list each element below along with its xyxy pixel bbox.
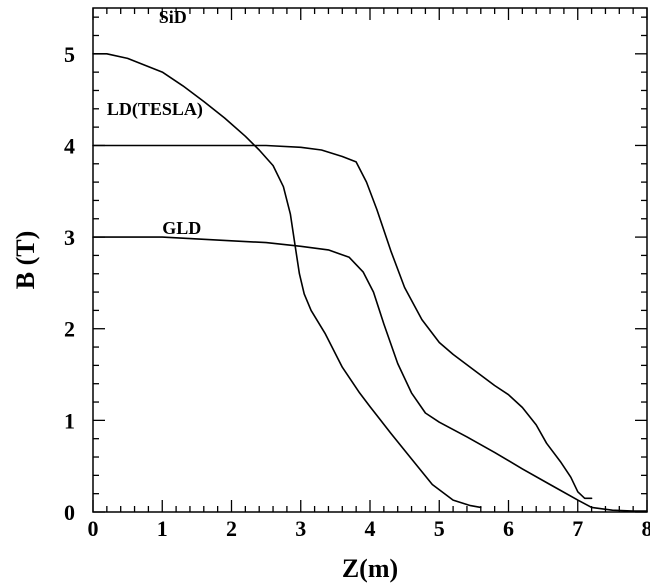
x-tick-label: 2 xyxy=(226,516,237,541)
y-tick-label: 2 xyxy=(64,317,75,342)
series-line-gld xyxy=(92,236,648,512)
axis-ticks xyxy=(92,8,648,513)
y-axis-title: B (T) xyxy=(11,231,40,290)
series-line-ld-tesla xyxy=(92,144,593,500)
x-tick-label: 4 xyxy=(365,516,376,541)
x-tick-label: 6 xyxy=(503,516,514,541)
x-tick-label: 3 xyxy=(295,516,306,541)
x-tick-label: 1 xyxy=(157,516,168,541)
y-tick-label: 5 xyxy=(64,42,75,67)
x-tick-label: 8 xyxy=(642,516,650,541)
y-tick-label: 1 xyxy=(64,408,75,433)
tick-labels: 0 1 2 3 4 5 6 7 8 0 1 2 3 4 5 xyxy=(64,42,650,541)
y-tick-label: 3 xyxy=(64,225,75,250)
y-tick-label: 4 xyxy=(64,133,75,158)
x-tick-label: 0 xyxy=(88,516,99,541)
x-tick-label: 5 xyxy=(434,516,445,541)
series-label-sid: SiD xyxy=(159,7,187,27)
x-tick-label: 7 xyxy=(572,516,583,541)
y-tick-label: 0 xyxy=(64,500,75,525)
plot-frame xyxy=(92,7,648,513)
series-line-sid xyxy=(92,53,482,509)
x-axis-title: Z(m) xyxy=(342,554,398,583)
series-lines xyxy=(92,53,648,512)
series-label-gld: GLD xyxy=(162,218,201,238)
series-labels: SiD LD(TESLA) GLD xyxy=(107,7,203,238)
series-label-ld-tesla: LD(TESLA) xyxy=(107,99,203,120)
